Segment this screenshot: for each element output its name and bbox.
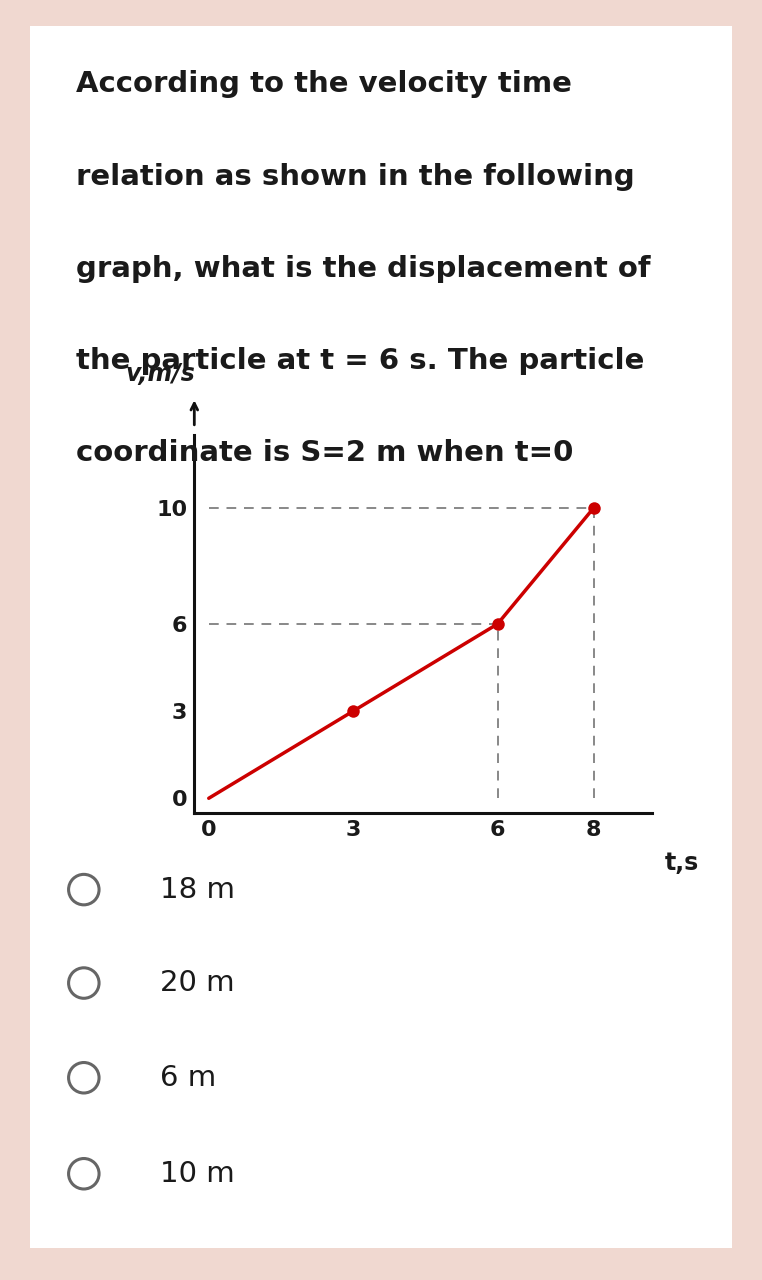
- Text: graph, what is the displacement of: graph, what is the displacement of: [76, 255, 651, 283]
- Text: According to the velocity time: According to the velocity time: [76, 70, 572, 99]
- Text: 6 m: 6 m: [160, 1064, 216, 1092]
- Text: the particle at t = 6 s. The particle: the particle at t = 6 s. The particle: [76, 347, 645, 375]
- Text: 18 m: 18 m: [160, 876, 235, 904]
- Text: relation as shown in the following: relation as shown in the following: [76, 163, 635, 191]
- Text: 20 m: 20 m: [160, 969, 235, 997]
- Text: coordinate is S=2 m when t=0: coordinate is S=2 m when t=0: [76, 439, 574, 467]
- Text: 10 m: 10 m: [160, 1160, 235, 1188]
- Text: t,s: t,s: [665, 850, 700, 874]
- Text: v,m/s: v,m/s: [126, 362, 196, 387]
